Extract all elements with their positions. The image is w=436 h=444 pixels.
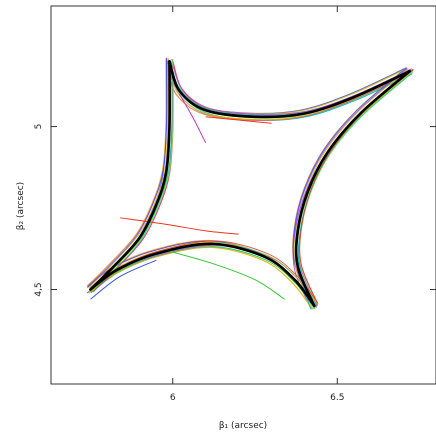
trace-line-12 (171, 58, 413, 115)
trace-line-53 (87, 59, 168, 289)
trace-line-20 (296, 72, 411, 309)
axes-layer: 6 6.5 4,5 5 (34, 6, 436, 403)
y-tick-label-1: 5 (34, 124, 44, 130)
trace-line-45 (88, 64, 169, 293)
stray-trace-4 (297, 256, 312, 310)
caustic-segment-1 (294, 69, 411, 308)
caustic-segment-0 (168, 60, 411, 119)
x-tick-label-0: 6 (170, 393, 176, 403)
x-axis-label: β₁ (arcsec) (219, 421, 267, 431)
trace-line-25 (299, 68, 414, 305)
stray-trace-5 (166, 249, 285, 300)
trace-line-36 (90, 246, 316, 310)
traces-layer (86, 57, 414, 310)
caustic-segment-3 (89, 60, 172, 291)
y-axis-label: β₂ (arcsec) (16, 182, 26, 230)
trace-line-13 (165, 64, 407, 121)
stray-trace-2 (205, 116, 272, 124)
trace-line-39 (88, 247, 314, 310)
caustic-segment-2 (89, 242, 316, 308)
trace-line-22 (299, 70, 414, 307)
trace-line-19 (297, 72, 413, 309)
y-tick-label-0: 4,5 (34, 282, 44, 296)
trace-line-50 (86, 58, 167, 287)
stray-trace-3 (90, 259, 157, 300)
trace-line-31 (87, 240, 312, 303)
trace-line-14 (299, 69, 414, 305)
main-curve-layer (89, 60, 411, 308)
stray-trace-1 (178, 93, 207, 144)
stray-trace-0 (120, 217, 239, 235)
trace-line-21 (292, 67, 407, 303)
trace-line-27 (296, 70, 411, 306)
x-tick-label-1: 6.5 (330, 393, 344, 403)
plot-frame (50, 5, 436, 385)
